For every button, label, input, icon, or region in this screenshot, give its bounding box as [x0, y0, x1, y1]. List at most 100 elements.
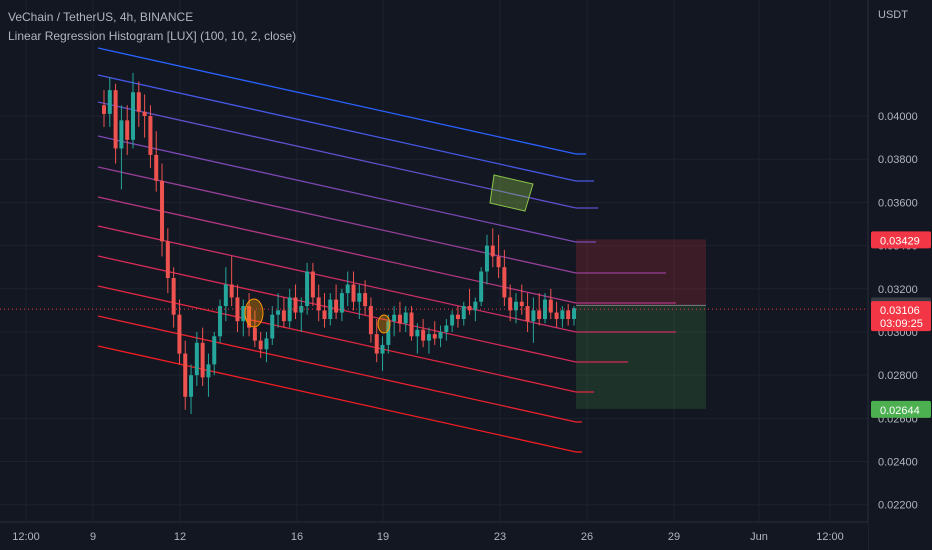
- time-axis[interactable]: [0, 522, 868, 550]
- candle-body: [415, 329, 420, 337]
- x-tick-label: 23: [494, 531, 506, 543]
- candle-body: [206, 364, 211, 378]
- candle-body: [252, 327, 257, 341]
- x-tick-label: 29: [668, 531, 680, 543]
- regression-line: [97, 166, 577, 274]
- candle-body: [566, 310, 571, 320]
- price-badge[interactable]: [871, 400, 931, 418]
- low-marker-ellipse[interactable]: [244, 298, 264, 328]
- candle-body: [444, 325, 449, 332]
- candle-body: [189, 375, 194, 397]
- price-badge-value: 0.02644: [880, 405, 920, 417]
- regression-line: [97, 74, 577, 182]
- candle-body: [293, 297, 298, 313]
- candle-body: [351, 284, 356, 302]
- x-tick-label: 19: [377, 531, 389, 543]
- y-tick-label: 0.03200: [878, 284, 918, 296]
- candle-body: [467, 306, 472, 311]
- low-marker-ellipse[interactable]: [377, 314, 391, 334]
- regression-line: [97, 345, 577, 453]
- candle-body: [212, 336, 217, 365]
- candle-body: [450, 314, 455, 326]
- price-badge-countdown: 03:09:25: [880, 318, 923, 330]
- candle-body: [334, 299, 339, 313]
- candle-body: [102, 105, 106, 114]
- candle-body: [531, 310, 536, 322]
- candle-body: [357, 293, 362, 302]
- price-axis[interactable]: [868, 0, 932, 550]
- candle-body: [519, 301, 524, 307]
- candle-body: [484, 245, 489, 272]
- candle-body: [310, 271, 315, 298]
- candle-body: [525, 306, 530, 322]
- candle-body: [235, 297, 240, 322]
- candle-body: [264, 338, 269, 350]
- candle-body: [397, 314, 402, 324]
- regression-line: [97, 47, 577, 155]
- indicator-title[interactable]: Linear Regression Histogram [LUX] (100, …: [8, 29, 297, 43]
- candle-body: [305, 271, 310, 307]
- candle-body: [136, 92, 141, 112]
- candle-body: [339, 293, 344, 313]
- symbol-title[interactable]: VeChain / TetherUS, 4h, BINANCE: [8, 10, 194, 24]
- y-tick-label: 0.04000: [878, 111, 918, 123]
- regression-line: [97, 101, 577, 209]
- candle-body: [548, 299, 553, 313]
- y-tick-label: 0.03800: [878, 154, 918, 166]
- candle-body: [426, 334, 431, 341]
- x-tick-label: Jun: [750, 531, 768, 543]
- candle-body: [165, 241, 170, 278]
- top-marker-rectangle[interactable]: [489, 174, 534, 212]
- candle-body: [328, 299, 333, 320]
- candle-body: [270, 314, 275, 339]
- regression-line: [97, 135, 577, 243]
- candle-body: [299, 306, 304, 313]
- x-tick-label: 12:00: [12, 531, 40, 543]
- regression-line: [97, 196, 577, 304]
- candle-body: [177, 314, 182, 354]
- candle-body: [409, 312, 414, 337]
- candle-body: [537, 310, 542, 320]
- candle-body: [107, 90, 112, 114]
- candle-body: [113, 90, 118, 149]
- candle-body: [125, 120, 130, 140]
- candle-body: [554, 312, 559, 320]
- candle-body: [247, 306, 252, 328]
- candle-body: [218, 306, 223, 337]
- candle-body: [363, 293, 368, 307]
- x-tick-label: 12: [174, 531, 186, 543]
- candle-body: [160, 180, 165, 242]
- candle-body: [473, 301, 478, 311]
- candle-body: [438, 331, 443, 339]
- candle-body: [490, 245, 495, 257]
- candle-body: [374, 334, 379, 354]
- candle-body: [403, 312, 408, 324]
- candle-body: [421, 329, 426, 341]
- currency-label: USDT: [878, 9, 908, 21]
- candle-body: [316, 297, 321, 311]
- candle-body: [572, 308, 576, 320]
- candle-body: [322, 310, 327, 320]
- price-badge[interactable]: [871, 301, 931, 332]
- candle-body: [148, 116, 153, 155]
- candle-body: [496, 256, 501, 268]
- candle-body: [502, 267, 507, 298]
- price-badge[interactable]: [871, 231, 931, 249]
- candle-body: [154, 154, 159, 181]
- candle-body: [281, 310, 286, 322]
- candle-body: [392, 314, 397, 322]
- x-tick-label: 9: [90, 531, 96, 543]
- candle-body: [368, 306, 373, 335]
- candle-body: [171, 278, 176, 315]
- x-tick-label: 16: [291, 531, 303, 543]
- regression-line: [97, 225, 577, 333]
- x-tick-label: 26: [581, 531, 593, 543]
- take-profit-zone[interactable]: [576, 305, 706, 409]
- price-badge-value: 0.03106: [880, 305, 920, 317]
- candle-body: [479, 271, 484, 302]
- candle-body: [183, 353, 188, 397]
- x-tick-label: 12:00: [816, 531, 844, 543]
- candle-body: [258, 340, 263, 350]
